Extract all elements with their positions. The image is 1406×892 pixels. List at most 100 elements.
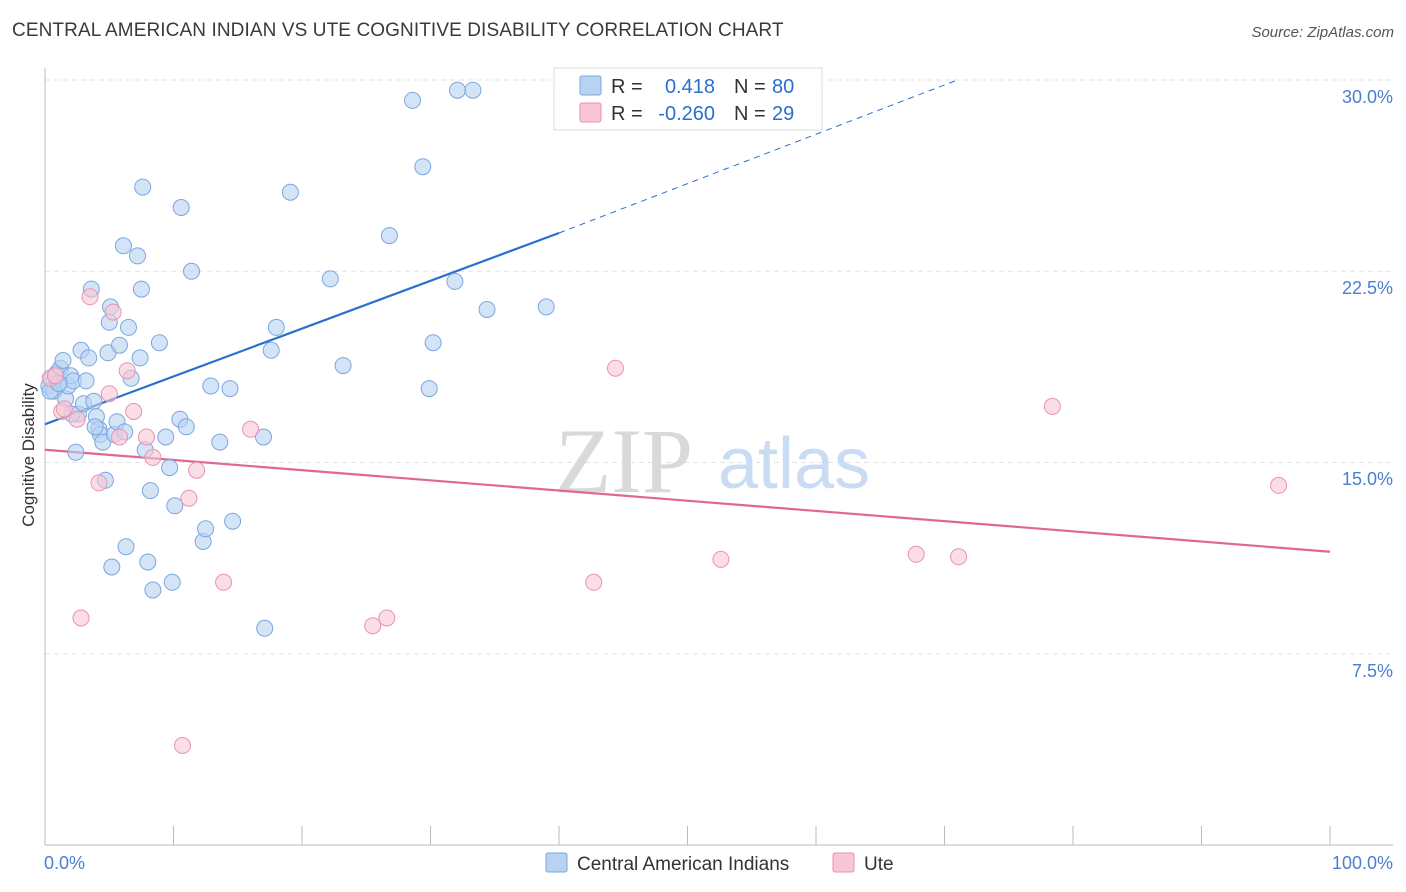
point-central-american-indians-77 — [86, 418, 104, 436]
point-central-american-indians-79 — [255, 428, 272, 446]
point-central-american-indians-43 — [150, 334, 168, 352]
point-central-american-indians-30 — [111, 336, 128, 354]
point-central-american-indians-69 — [446, 272, 464, 290]
point-ute-6 — [81, 288, 99, 306]
watermark-atlas: atlas — [718, 424, 870, 504]
point-ute-20 — [364, 617, 382, 635]
point-central-american-indians-45 — [161, 459, 179, 477]
point-central-american-indians-53 — [197, 520, 215, 538]
point-ute-10 — [111, 428, 128, 446]
point-ute-24 — [712, 550, 730, 568]
point-central-american-indians-57 — [224, 512, 242, 530]
y-tick-label-30: 30.0% — [1342, 87, 1393, 107]
point-central-american-indians-61 — [281, 183, 299, 201]
point-central-american-indians-27 — [103, 558, 121, 576]
stats-r-value-blue: 0.418 — [665, 76, 715, 98]
point-central-american-indians-18 — [85, 392, 103, 410]
point-ute-21 — [378, 609, 396, 627]
point-central-american-indians-15 — [77, 372, 95, 390]
point-central-american-indians-59 — [262, 341, 280, 359]
watermark: ZIP atlas — [555, 410, 870, 512]
point-central-american-indians-56 — [221, 380, 239, 398]
point-central-american-indians-6 — [54, 352, 72, 369]
stats-n-value-blue: 80 — [772, 76, 794, 98]
stats-r-label-blue: R = — [611, 76, 643, 98]
axes — [44, 68, 1393, 846]
point-central-american-indians-11 — [67, 443, 85, 461]
point-central-american-indians-40 — [139, 553, 157, 571]
point-central-american-indians-32 — [117, 538, 135, 556]
point-central-american-indians-51 — [183, 262, 200, 280]
trend-lines — [44, 79, 1331, 553]
point-central-american-indians-31 — [114, 237, 132, 255]
legend-label-central-american-indians: Central American Indians — [577, 854, 789, 875]
point-central-american-indians-67 — [420, 380, 438, 398]
trend-line-central-american-indians-extension — [558, 79, 958, 234]
point-central-american-indians-64 — [380, 227, 398, 245]
y-axis-label: Cognitive Disability — [19, 383, 38, 527]
point-ute-5 — [72, 609, 90, 627]
point-central-american-indians-37 — [132, 280, 150, 298]
point-ute-1 — [46, 367, 64, 385]
point-central-american-indians-47 — [166, 497, 184, 515]
point-central-american-indians-38 — [134, 178, 152, 196]
point-central-american-indians-62 — [321, 270, 339, 288]
series-legend: Central American Indians Ute — [545, 852, 894, 875]
point-central-american-indians-41 — [141, 482, 159, 500]
stats-legend: R = 0.418 N = 80 R = -0.260 N = 29 — [553, 67, 823, 131]
point-ute-4 — [68, 410, 86, 428]
point-central-american-indians-70 — [449, 81, 466, 99]
point-ute-3 — [55, 400, 73, 418]
y-tick-label-15: 15.0% — [1342, 469, 1393, 489]
data-points — [40, 81, 1288, 754]
point-central-american-indians-50 — [177, 418, 195, 436]
point-ute-26 — [950, 548, 968, 566]
legend-swatch-central-american-indians — [545, 852, 568, 873]
y-tick-label-7-5: 7.5% — [1352, 661, 1393, 681]
point-ute-13 — [138, 428, 155, 446]
stats-n-label-blue: N = — [734, 76, 766, 98]
point-ute-27 — [1043, 397, 1061, 415]
point-central-american-indians-36 — [131, 349, 149, 367]
legend-label-ute: Ute — [864, 854, 894, 875]
trend-line-ute — [44, 448, 1331, 553]
x-tick-label-0: 0.0% — [44, 853, 85, 873]
point-central-american-indians-72 — [478, 301, 496, 318]
point-central-american-indians-63 — [334, 357, 352, 375]
point-ute-19 — [242, 420, 260, 438]
point-central-american-indians-58 — [256, 619, 274, 637]
stats-swatch-pink — [579, 102, 602, 123]
point-central-american-indians-16 — [80, 349, 98, 367]
point-central-american-indians-60 — [267, 318, 285, 336]
trend-line-central-american-indians — [44, 231, 560, 426]
point-central-american-indians-46 — [163, 573, 181, 591]
point-ute-15 — [174, 737, 191, 754]
point-central-american-indians-55 — [211, 433, 229, 451]
point-ute-7 — [90, 474, 108, 492]
point-central-american-indians-49 — [172, 199, 190, 216]
stats-swatch-blue — [579, 75, 602, 96]
point-ute-25 — [907, 545, 925, 563]
point-central-american-indians-66 — [414, 158, 432, 176]
point-ute-28 — [1270, 476, 1288, 494]
point-ute-18 — [215, 573, 233, 591]
source-credit: Source: ZipAtlas.com — [1251, 24, 1394, 41]
point-central-american-indians-44 — [157, 428, 175, 446]
point-ute-9 — [104, 303, 122, 321]
stats-n-value-pink: 29 — [772, 103, 794, 125]
point-ute-16 — [180, 489, 198, 507]
x-tick-label-100: 100.0% — [1332, 853, 1393, 873]
point-ute-8 — [100, 385, 118, 403]
point-ute-14 — [144, 448, 162, 466]
y-tick-label-22-5: 22.5% — [1342, 278, 1393, 298]
point-central-american-indians-73 — [537, 298, 555, 316]
point-ute-23 — [607, 359, 624, 377]
point-central-american-indians-33 — [120, 318, 137, 336]
stats-n-label-pink: N = — [734, 103, 766, 125]
stats-r-value-pink: -0.260 — [658, 103, 715, 125]
point-central-american-indians-68 — [424, 334, 442, 352]
point-ute-11 — [118, 362, 136, 380]
point-central-american-indians-42 — [144, 581, 162, 599]
stats-r-label-pink: R = — [611, 103, 643, 125]
